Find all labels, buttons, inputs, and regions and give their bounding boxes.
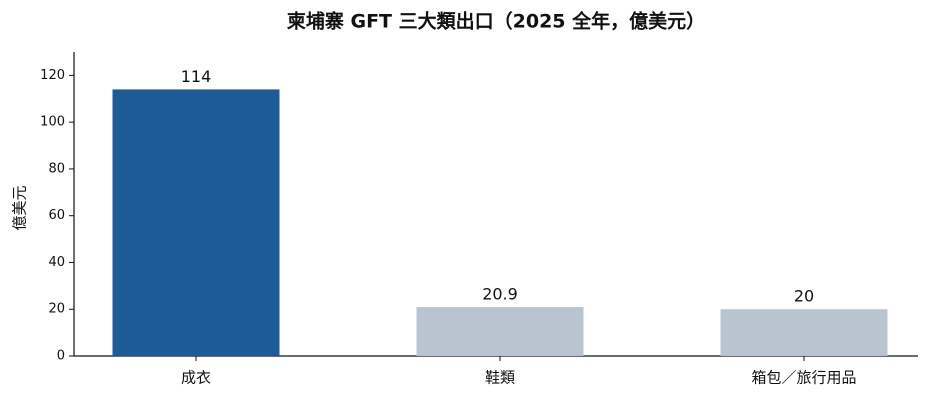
y-tick-label: 120	[40, 68, 65, 83]
x-tick-label: 鞋類	[485, 369, 515, 387]
bar	[720, 309, 888, 356]
bar	[416, 307, 584, 356]
value-label: 20	[794, 287, 814, 306]
y-tick-label: 40	[48, 255, 65, 270]
bar	[112, 89, 280, 357]
y-axis-label: 億美元	[11, 185, 29, 230]
chart-title: 柬埔寨 GFT 三大類出口（2025 全年，億美元）	[287, 10, 705, 33]
y-tick-label: 60	[48, 208, 65, 223]
x-tick-label: 成衣	[181, 369, 211, 387]
x-tick-label: 箱包／旅行用品	[751, 369, 856, 387]
y-tick-label: 100	[40, 115, 65, 130]
y-tick-label: 20	[48, 302, 65, 317]
y-tick-label: 0	[57, 349, 65, 364]
value-label: 114	[181, 67, 212, 86]
y-tick-label: 80	[48, 161, 65, 176]
value-label: 20.9	[482, 285, 518, 304]
